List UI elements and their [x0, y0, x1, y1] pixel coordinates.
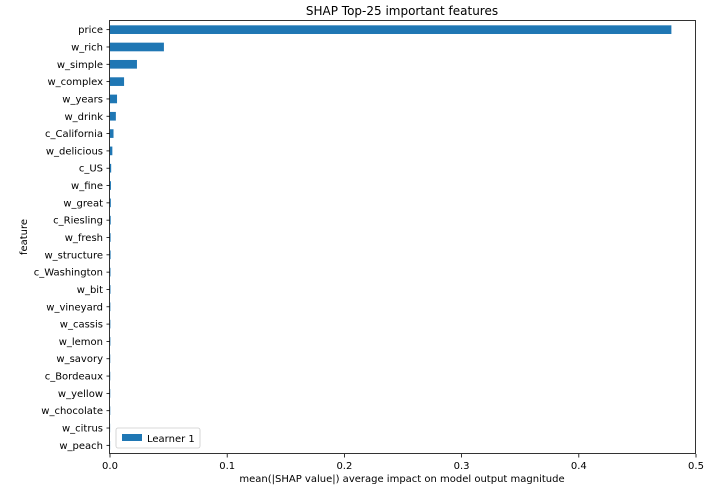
bar-c_Riesling	[110, 215, 111, 225]
y-tick-label: w_bit	[77, 285, 103, 296]
y-tick-label: w_complex	[47, 77, 103, 88]
y-tick-label: w_rich	[71, 42, 103, 53]
bar-c_California	[110, 129, 114, 138]
y-tick-label: price	[78, 25, 103, 36]
y-tick-label: c_Riesling	[53, 216, 103, 227]
bar-w_delicious	[110, 146, 113, 156]
legend: Learner 1	[115, 427, 201, 449]
bar-w_fresh	[110, 233, 111, 242]
y-tick-label: w_fine	[71, 181, 103, 192]
x-tick-label: 0.2	[336, 461, 352, 472]
y-tick-label: w_cassis	[60, 320, 103, 331]
bar-w_fine	[110, 181, 111, 190]
bar-w_drink	[110, 111, 116, 121]
y-tick-label: w_citrus	[62, 424, 103, 435]
y-tick-label: w_great	[63, 198, 103, 209]
y-tick-label: c_Washington	[34, 268, 103, 279]
x-tick-label: 0.1	[219, 461, 235, 472]
y-axis-label: feature	[19, 219, 30, 255]
y-tick-label: w_chocolate	[41, 406, 103, 417]
bar-w_great	[110, 198, 111, 208]
y-tick-label: c_Bordeaux	[45, 372, 103, 383]
x-tick-label: 0.4	[571, 461, 587, 472]
x-axis-ticks: 0.0 0.1 0.2 0.3 0.4 0.5	[102, 454, 704, 472]
x-axis-label: mean(|SHAP value|) average impact on mod…	[239, 474, 564, 485]
bar-series	[110, 25, 672, 450]
legend-swatch	[122, 434, 142, 441]
legend-label: Learner 1	[147, 434, 195, 445]
bar-w_years	[110, 94, 118, 104]
legend-frame	[115, 427, 201, 449]
x-tick-label: 0.3	[454, 461, 470, 472]
x-tick-label: 0.0	[102, 461, 118, 472]
y-tick-label: w_lemon	[59, 337, 103, 348]
y-tick-label: w_fresh	[65, 233, 103, 244]
y-tick-label: w_structure	[44, 250, 103, 261]
y-axis-ticks: price w_rich w_simple w_complex w_years w_dri…	[34, 25, 110, 452]
chart-title: SHAP Top-25 important features	[306, 4, 498, 18]
y-tick-label: w_vineyard	[46, 302, 103, 313]
bar-c_US	[110, 163, 112, 173]
x-tick-label: 0.5	[688, 461, 704, 472]
bar-price	[110, 25, 672, 34]
plot-frame	[109, 20, 696, 454]
bar-w_simple	[110, 59, 137, 69]
y-tick-label: w_drink	[64, 112, 103, 123]
y-tick-label: w_yellow	[58, 389, 103, 400]
y-tick-label: c_California	[45, 129, 103, 140]
bar-w_complex	[110, 77, 125, 86]
y-tick-label: w_peach	[59, 441, 103, 452]
y-tick-label: c_US	[79, 164, 103, 175]
y-tick-label: w_savory	[56, 354, 103, 365]
y-tick-label: w_simple	[57, 60, 103, 71]
bar-w_rich	[110, 42, 164, 52]
y-tick-label: w_years	[62, 94, 103, 105]
bar-w_structure	[110, 250, 111, 260]
y-tick-label: w_delicious	[46, 146, 103, 157]
